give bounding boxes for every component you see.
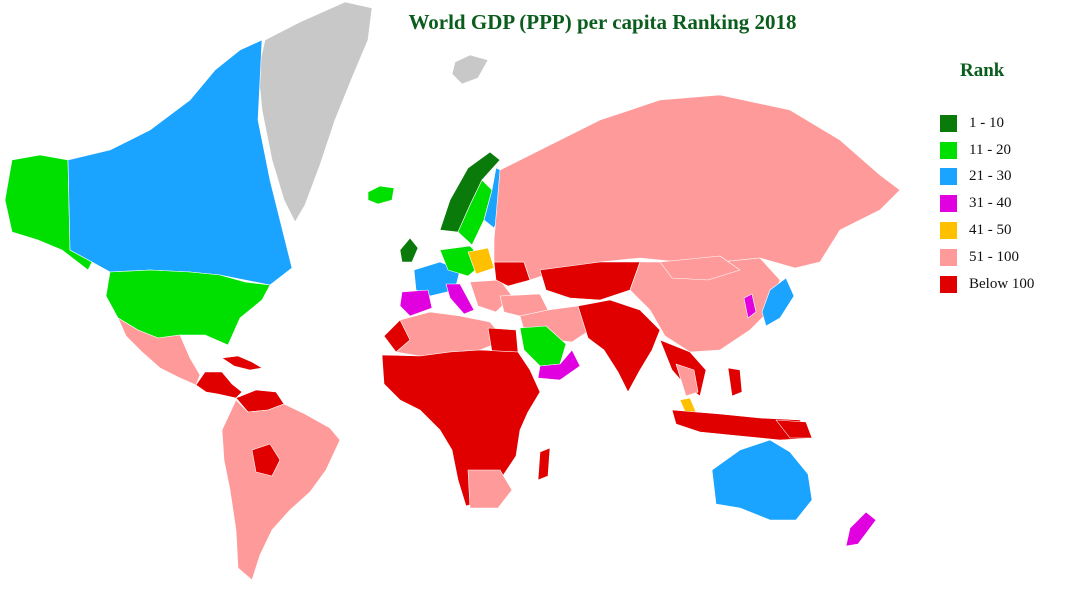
- region-japan: [761, 277, 795, 327]
- legend-item-below-100: Below 100: [940, 271, 1060, 298]
- region-bolivia: [251, 443, 281, 477]
- legend-item-51-100: 51 - 100: [940, 244, 1060, 271]
- region-iberia: [399, 289, 433, 317]
- region-egypt: [487, 327, 519, 353]
- region-russia: [493, 94, 901, 281]
- region-caribbean: [221, 355, 263, 371]
- region-alaska: [4, 154, 93, 271]
- legend-label: Below 100: [969, 275, 1035, 292]
- region-papua: [775, 419, 813, 439]
- legend-item-1-10: 1 - 10: [940, 110, 1060, 137]
- region-mongolia: [659, 255, 741, 281]
- legend-swatch: [940, 168, 957, 186]
- region-philippines: [727, 367, 743, 397]
- region-australia: [711, 439, 813, 521]
- region-svalbard: [451, 54, 489, 85]
- region-madagascar: [537, 447, 551, 481]
- region-korea: [743, 293, 757, 319]
- legend-label: 31 - 40: [969, 195, 1012, 212]
- legend-item-11-20: 11 - 20: [940, 137, 1060, 164]
- region-new-zealand: [845, 511, 877, 547]
- region-sub-saharan: [381, 349, 541, 507]
- region-morocco: [383, 319, 411, 353]
- region-central-asia: [539, 261, 641, 301]
- region-thailand: [675, 363, 699, 397]
- legend-item-21-30: 21 - 30: [940, 164, 1060, 191]
- region-canada: [67, 39, 293, 286]
- region-north-africa: [395, 311, 506, 357]
- region-greenland: [257, 1, 373, 223]
- map-title: World GDP (PPP) per capita Ranking 2018: [408, 10, 797, 34]
- legend-title: Rank: [960, 60, 1005, 81]
- legend-swatch: [940, 248, 957, 266]
- region-indonesia: [671, 409, 813, 441]
- region-iceland: [367, 185, 395, 205]
- legend-item-41-50: 41 - 50: [940, 217, 1060, 244]
- region-uk-ireland: [399, 237, 419, 263]
- region-poland: [467, 247, 495, 275]
- legend-swatch: [940, 114, 957, 132]
- region-mexico: [117, 317, 201, 386]
- legend-label: 21 - 30: [969, 168, 1012, 185]
- region-south-asia: [577, 299, 661, 393]
- legend-swatch: [940, 195, 957, 213]
- legend-swatch: [940, 222, 957, 240]
- legend-label: 41 - 50: [969, 222, 1012, 239]
- region-south-america: [221, 399, 341, 581]
- legend-item-31-40: 31 - 40: [940, 190, 1060, 217]
- legend-swatch: [940, 141, 957, 159]
- region-central-america: [195, 371, 243, 399]
- region-italy: [445, 283, 475, 315]
- legend-label: 1 - 10: [969, 114, 1004, 131]
- legend-label: 11 - 20: [969, 141, 1011, 158]
- region-yemen-oman: [537, 349, 581, 381]
- legend-label: 51 - 100: [969, 248, 1019, 265]
- legend: Rank 1 - 10 11 - 20 21 - 30 31 - 40 41 -…: [940, 60, 1060, 298]
- legend-swatch: [940, 275, 957, 293]
- region-southern-africa: [467, 469, 513, 509]
